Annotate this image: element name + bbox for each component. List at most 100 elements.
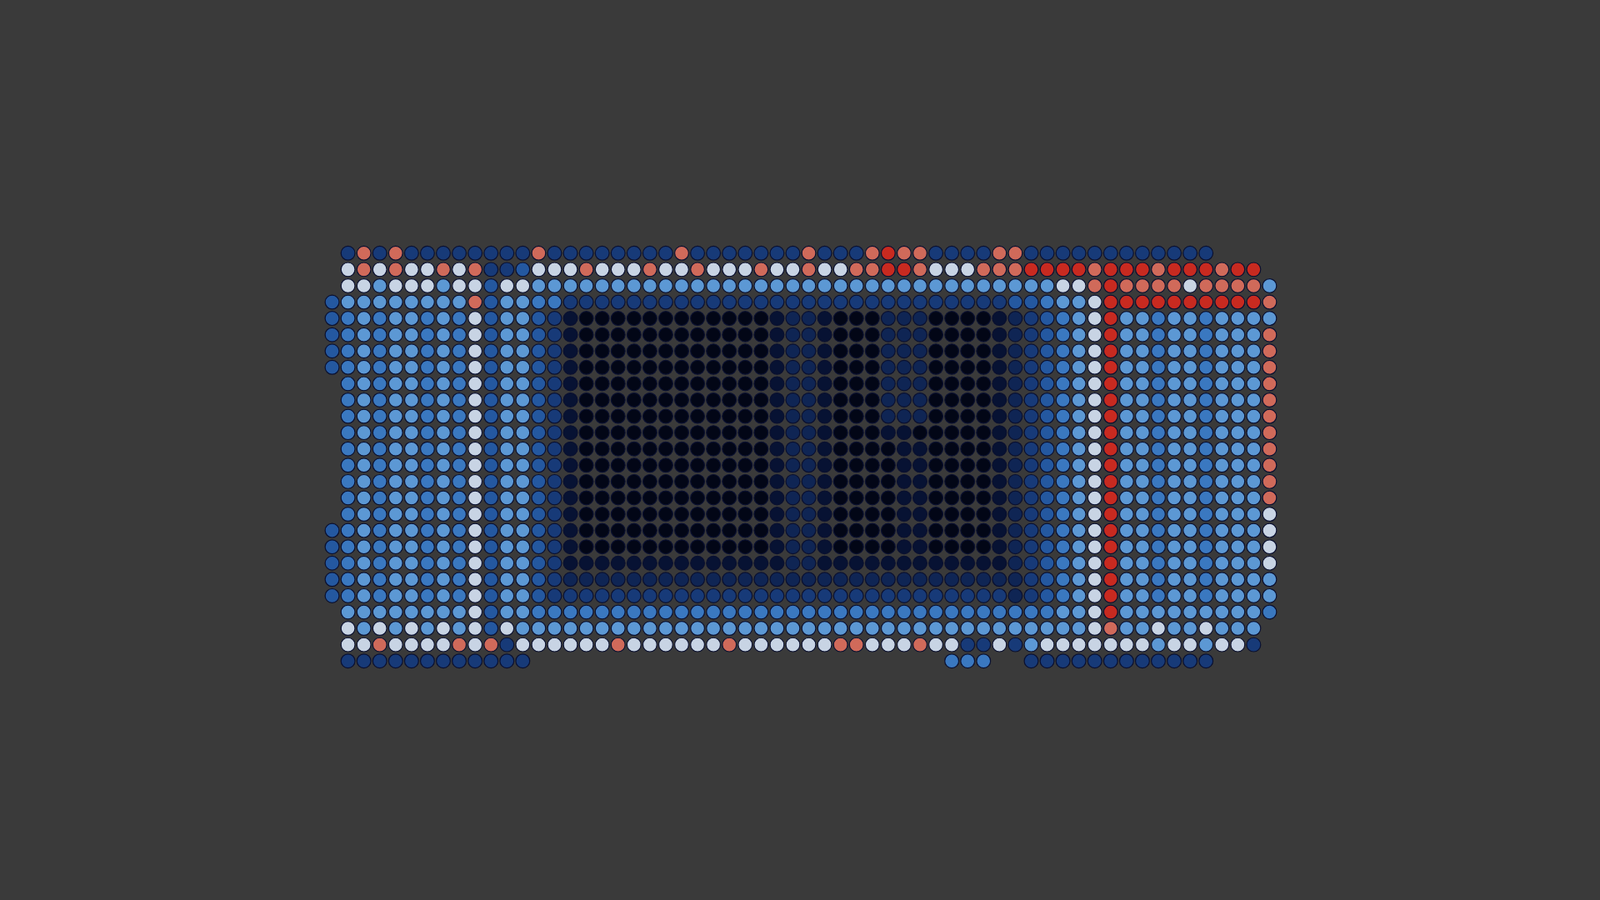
cell	[817, 458, 832, 473]
cell	[563, 245, 578, 260]
cell	[770, 376, 785, 391]
cell	[1246, 344, 1261, 359]
cell	[1183, 409, 1198, 424]
cell	[722, 621, 737, 636]
cell	[1135, 360, 1150, 375]
cell	[865, 409, 880, 424]
cell	[849, 327, 864, 342]
cell	[675, 458, 690, 473]
cell	[1151, 572, 1166, 587]
cell	[547, 327, 562, 342]
cell	[913, 605, 928, 620]
cell	[1215, 425, 1230, 440]
cell	[675, 637, 690, 652]
cell	[563, 279, 578, 294]
cell	[468, 474, 483, 489]
cell	[1024, 262, 1039, 277]
cell	[610, 425, 625, 440]
cell	[1103, 311, 1118, 326]
cell	[1230, 360, 1245, 375]
cell	[865, 572, 880, 587]
cell	[1135, 245, 1150, 260]
cell	[992, 637, 1007, 652]
cell	[929, 409, 944, 424]
cell	[1199, 409, 1214, 424]
cell	[960, 425, 975, 440]
cell	[642, 507, 657, 522]
cell	[547, 507, 562, 522]
cell	[484, 621, 499, 636]
cell	[1055, 311, 1070, 326]
cell	[1055, 589, 1070, 604]
cell	[1199, 523, 1214, 538]
cell	[1262, 409, 1277, 424]
cell	[595, 295, 610, 310]
cell	[659, 572, 674, 587]
cell	[1087, 393, 1102, 408]
cell	[817, 555, 832, 570]
cell	[547, 262, 562, 277]
cell	[1183, 507, 1198, 522]
cell	[420, 262, 435, 277]
cell	[754, 327, 769, 342]
cell	[1087, 262, 1102, 277]
cell	[1151, 540, 1166, 555]
cell	[770, 637, 785, 652]
cell	[1262, 605, 1277, 620]
cell	[404, 589, 419, 604]
cell	[1215, 637, 1230, 652]
cell	[865, 523, 880, 538]
cell	[610, 589, 625, 604]
cell	[1151, 621, 1166, 636]
cell	[404, 344, 419, 359]
cell	[356, 376, 371, 391]
cell	[547, 555, 562, 570]
cell	[420, 295, 435, 310]
cell	[1119, 572, 1134, 587]
cell	[563, 589, 578, 604]
cell	[1087, 425, 1102, 440]
cell	[929, 295, 944, 310]
cell	[785, 474, 800, 489]
cell	[897, 637, 912, 652]
cell	[610, 605, 625, 620]
cell	[436, 393, 451, 408]
cell	[340, 555, 355, 570]
cell	[1008, 311, 1023, 326]
cell	[372, 295, 387, 310]
cell	[531, 409, 546, 424]
cell	[833, 295, 848, 310]
cell	[1230, 474, 1245, 489]
cell	[404, 605, 419, 620]
cell	[531, 523, 546, 538]
cell	[754, 279, 769, 294]
cell	[929, 245, 944, 260]
cell	[436, 589, 451, 604]
cell	[1008, 409, 1023, 424]
cell	[340, 572, 355, 587]
cell	[659, 360, 674, 375]
cell	[436, 654, 451, 669]
cell	[1199, 327, 1214, 342]
cell	[1055, 555, 1070, 570]
cell	[404, 654, 419, 669]
cell	[770, 474, 785, 489]
cell	[817, 279, 832, 294]
cell	[849, 507, 864, 522]
cell	[626, 245, 641, 260]
cell	[801, 409, 816, 424]
cell	[1040, 621, 1055, 636]
cell	[960, 295, 975, 310]
cell	[913, 490, 928, 505]
cell	[404, 279, 419, 294]
cell	[563, 490, 578, 505]
cell	[515, 572, 530, 587]
cell	[801, 425, 816, 440]
cell	[880, 295, 895, 310]
cell	[436, 376, 451, 391]
cell	[1135, 344, 1150, 359]
cell	[452, 555, 467, 570]
cell	[1183, 295, 1198, 310]
cell	[1119, 490, 1134, 505]
cell	[563, 393, 578, 408]
